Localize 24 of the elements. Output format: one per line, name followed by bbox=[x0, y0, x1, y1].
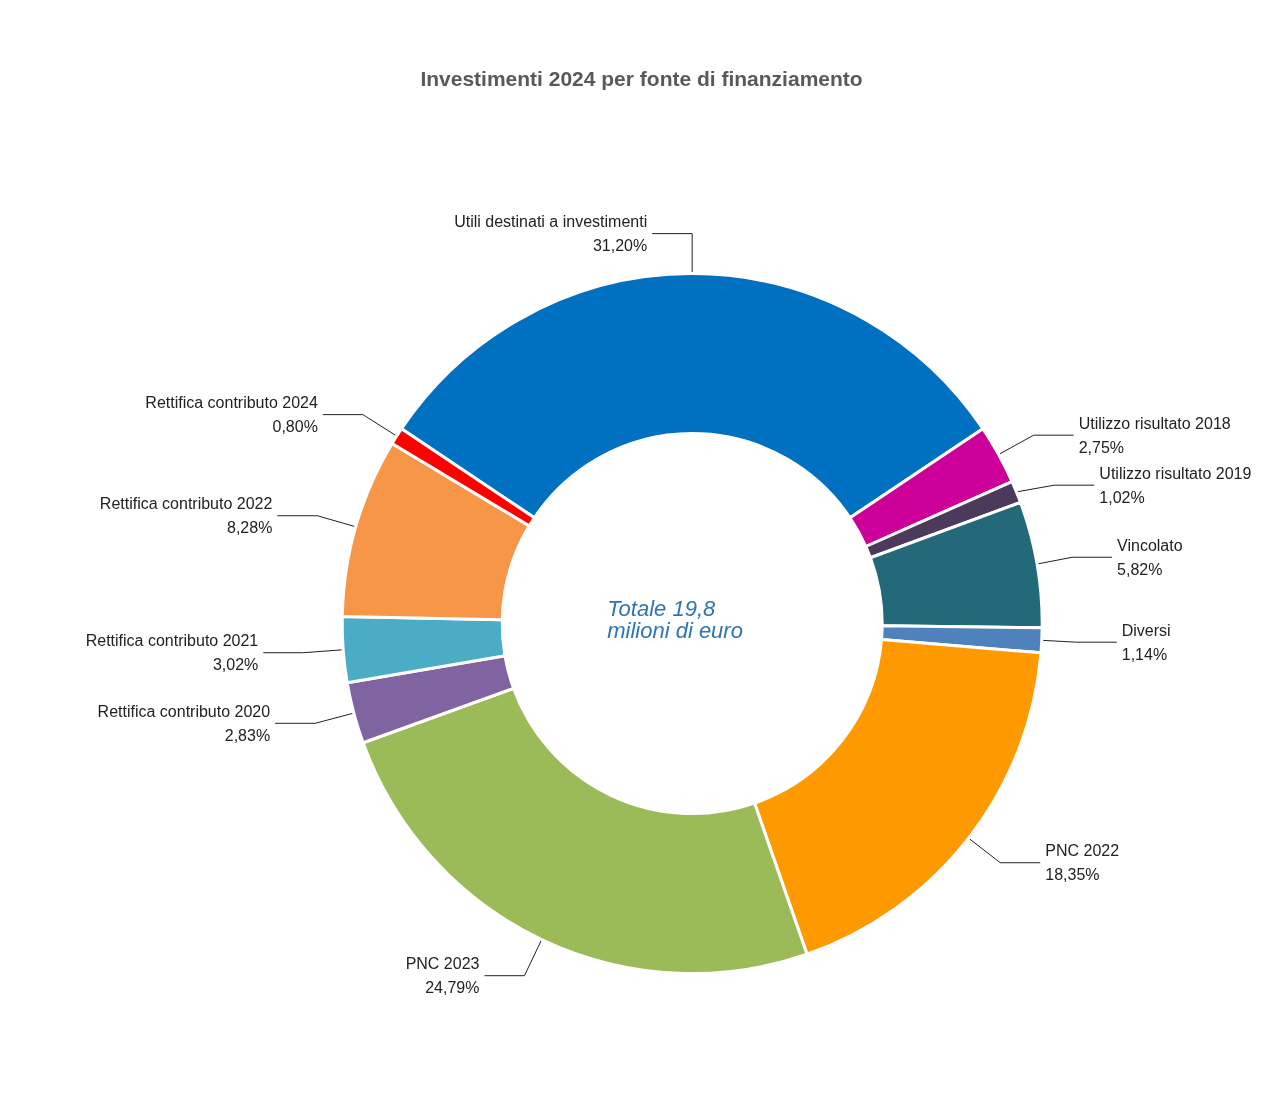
data-label: 2,75% bbox=[1078, 438, 1125, 456]
slice-label: Utilizzo risultato 2018 bbox=[1078, 414, 1231, 432]
slice-label: Utilizzo risultato 2019 bbox=[1099, 464, 1252, 482]
data-label: 3,02% bbox=[212, 656, 259, 674]
slice-label: PNC 2022 bbox=[1045, 842, 1120, 860]
data-label: 1,02% bbox=[1099, 488, 1145, 506]
slice-label: Vincolato bbox=[1117, 536, 1183, 554]
data-label: 5,82% bbox=[1117, 560, 1163, 578]
slice-label: Rettifica contributo 2022 bbox=[99, 495, 273, 513]
chart-title: Investimenti 2024 per fonte di finanziamento bbox=[420, 67, 863, 90]
data-label: 8,28% bbox=[227, 519, 273, 537]
slice-label: Rettifica contributo 2024 bbox=[145, 394, 318, 412]
slice-label: Rettifica contributo 2021 bbox=[85, 632, 259, 650]
data-label: 18,35% bbox=[1045, 866, 1100, 884]
slice-label: Rettifica contributo 2020 bbox=[97, 702, 271, 720]
text: Totale 19,8 milioni di euro bbox=[607, 596, 743, 644]
slice-label: Utili destinati a investimenti bbox=[454, 213, 648, 231]
slice-label: Diversi bbox=[1121, 621, 1171, 639]
data-label: 1,14% bbox=[1121, 645, 1168, 663]
data-label: 24,79% bbox=[425, 979, 480, 997]
data-label: 0,80% bbox=[272, 418, 318, 436]
data-label: 2,83% bbox=[224, 726, 271, 744]
slice-label: PNC 2023 bbox=[405, 955, 480, 973]
data-label: 31,20% bbox=[592, 237, 648, 255]
